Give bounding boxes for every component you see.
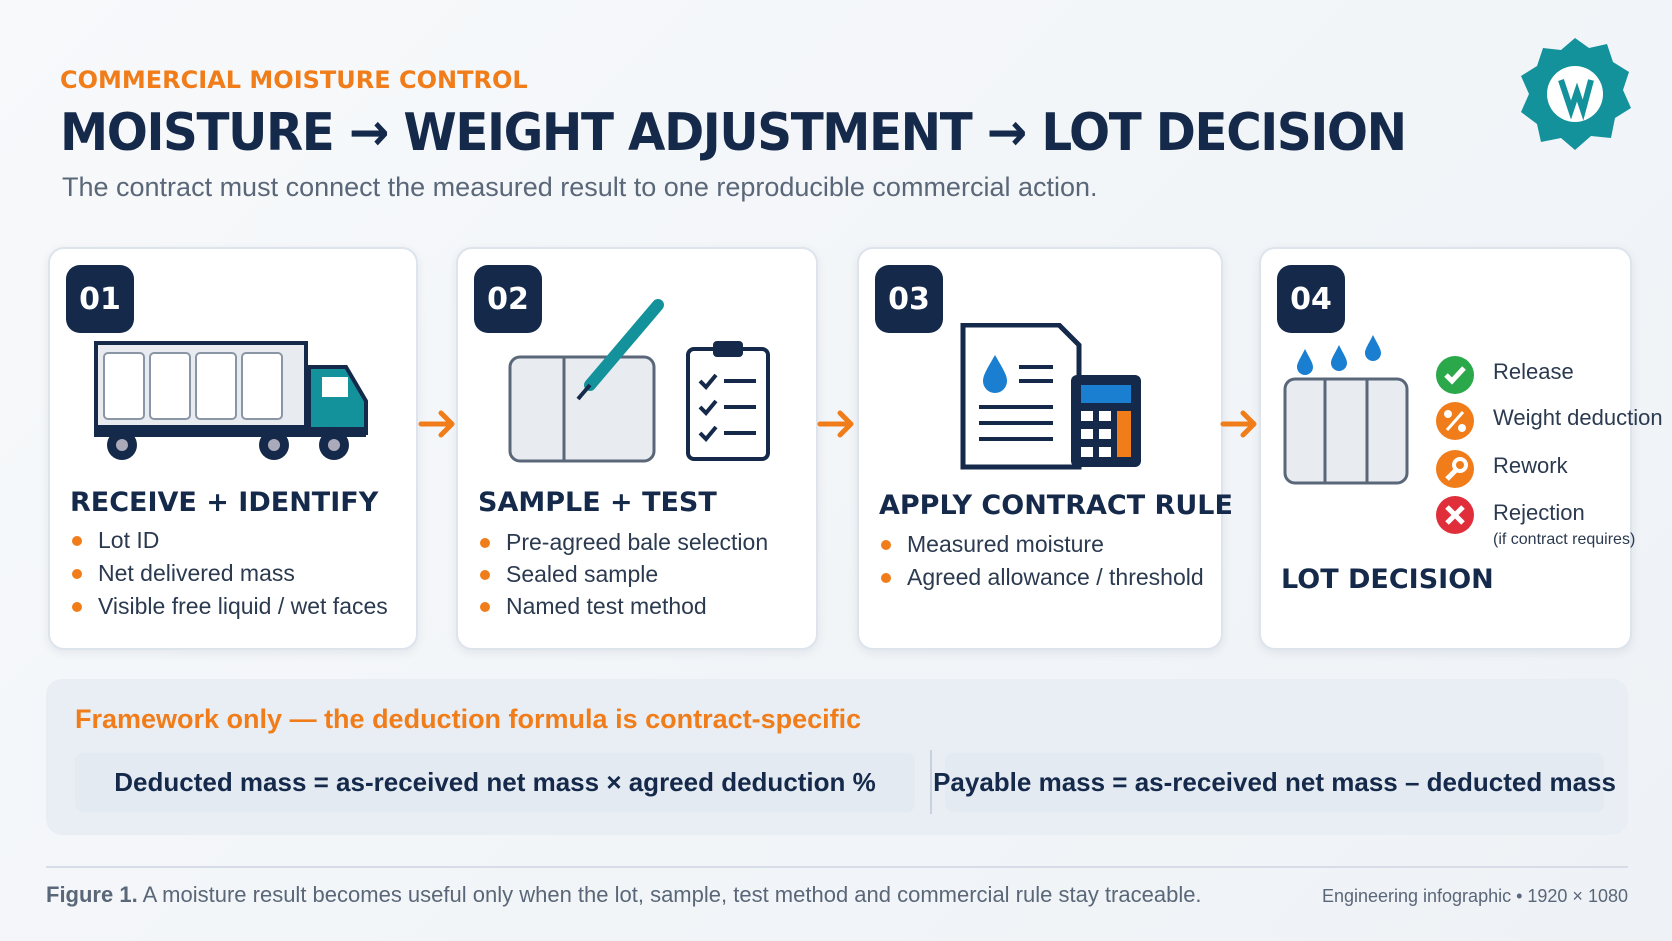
step-number: 02 [474,265,542,333]
kicker: COMMERCIAL MOISTURE CONTROL [60,66,528,94]
step-number: 01 [66,265,134,333]
step-item: Net delivered mass [72,560,295,586]
outcome-label: Weight deduction [1493,405,1663,430]
footer-rule [46,866,1628,868]
formula: Deducted mass = as-received net mass × a… [75,753,915,812]
step-item: Named test method [480,593,707,619]
step-item: Measured moisture [881,531,1104,557]
step-item: Sealed sample [479,561,659,587]
step-title: RECEIVE + IDENTIFY [70,487,379,518]
subtitle: The contract must connect the measured r… [62,172,1098,202]
truck-icon [94,341,368,460]
divider [930,750,932,814]
step-item: Agreed allowance / threshold [881,564,1204,590]
outcome-label: Release [1493,359,1574,384]
outcome-icons [1436,356,1474,534]
step-item: Lot ID [71,527,160,553]
bale-icon [1283,335,1409,485]
step-number: 03 [875,265,943,333]
outcome-label: Rework [1493,453,1568,478]
step-item: Visible free liquid / wet faces [72,593,388,619]
caption: Figure 1. A moisture result becomes usef… [46,882,1202,908]
sample-icon [508,299,770,463]
caption-label: Figure 1. [46,882,138,907]
framework-note: Framework only — the deduction formula i… [75,704,862,734]
footer-meta: Engineering infographic • 1920 × 1080 [1321,886,1628,906]
logo [1521,38,1631,150]
step-title: SAMPLE + TEST [478,487,717,518]
step-title: LOT DECISION [1281,564,1494,595]
step-item: Pre-agreed bale selection [479,529,769,555]
title: MOISTURE → WEIGHT ADJUSTMENT → LOT DECIS… [60,103,1407,163]
step-card: 01 RECEIVE + IDENTIFY Lot ID Net deliver… [48,247,418,650]
rule-icon [960,323,1141,470]
step-title: APPLY CONTRACT RULE [879,490,1233,521]
outcome-note: (if contract requires) [1493,531,1636,548]
step-card: 04 Release Weight deduction Rework Rejec… [1259,247,1663,650]
caption-text: A moisture result becomes useful only wh… [142,882,1202,907]
step-card: 03 APPLY CONTRACT RULE Measured moisture… [857,247,1233,650]
outcome-label: Rejection [1493,500,1585,525]
step-card: 02 SAMPLE + TEST Pre-agreed bale selecti… [456,247,818,650]
formula: Payable mass = as-received net mass – de… [933,753,1616,812]
step-number: 04 [1277,265,1345,333]
